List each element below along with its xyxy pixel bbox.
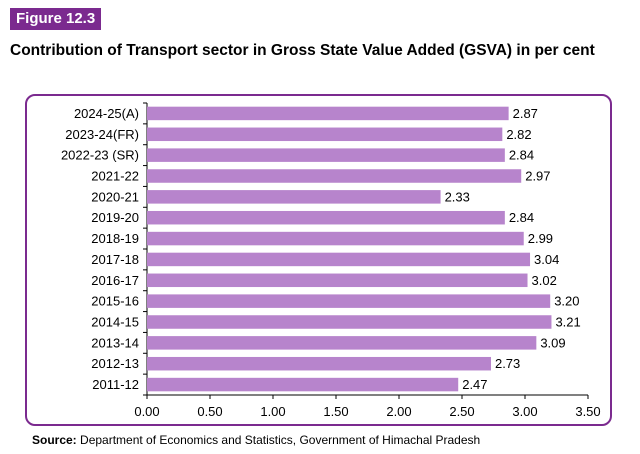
bar [147,336,537,350]
bar [147,294,551,308]
value-label: 3.21 [555,315,580,330]
category-label: 2013-14 [91,335,139,350]
value-label: 2.84 [509,148,534,163]
x-tick-label: 0.00 [134,404,159,419]
chart-frame: 0.00 0.50 1.00 1.50 2.00 2.50 3.00 3.50 2024-25(… [25,94,612,426]
value-label: 2.99 [528,231,553,246]
value-label: 3.02 [532,273,557,288]
x-tick-label: 3.50 [575,404,600,419]
bar [147,231,524,246]
bar [147,190,441,204]
category-label: 2023-24(FR) [65,127,139,142]
chart-title: Contribution of Transport sector in Gros… [10,42,595,59]
value-label: 2.84 [509,210,534,225]
value-label: 3.04 [534,252,559,267]
source-text: Department of Economics and Statistics, … [76,433,481,447]
category-label: 2019-20 [91,210,139,225]
source-note: Source: Department of Economics and Stat… [32,432,480,448]
bar [147,210,505,225]
category-label: 2015-16 [91,294,139,309]
bar [147,127,503,142]
figure-label: Figure 12.3 [10,8,102,30]
category-label: 2020-21 [91,189,139,204]
bar [147,106,509,121]
category-label: 2021-22 [91,169,139,184]
category-label: 2012-13 [91,356,139,371]
category-label: 2017-18 [91,252,139,267]
x-tick-label: 0.50 [197,404,222,419]
x-tick-label: 2.00 [386,404,411,419]
category-label: 2011-12 [92,377,139,392]
bar-chart: 0.00 0.50 1.00 1.50 2.00 2.50 3.00 3.50 2024-25(… [61,102,601,419]
category-label: 2024-25(A) [74,106,139,121]
bar [147,273,528,288]
category-label: 2022-23 (SR) [61,148,139,163]
bar [147,252,531,267]
category-label: 2014-15 [91,315,139,330]
value-label: 2.47 [462,377,487,392]
bar [147,169,522,183]
value-label: 2.73 [495,356,520,371]
bar [147,377,459,392]
value-label: 2.33 [445,189,470,204]
x-tick-label: 3.00 [512,404,537,419]
bar [147,315,552,329]
x-tick-label: 1.50 [323,404,348,419]
source-label: Source: [32,433,77,447]
value-label: 2.97 [525,169,550,184]
bar [147,148,505,162]
category-label: 2016-17 [91,273,139,288]
value-label: 2.87 [513,106,538,121]
bar [147,356,491,371]
value-label: 3.20 [554,294,579,309]
value-label: 3.09 [540,335,565,350]
value-label: 2.82 [506,127,531,142]
x-tick-label: 2.50 [449,404,474,419]
category-label: 2018-19 [91,231,139,246]
x-tick-label: 1.00 [260,404,285,419]
